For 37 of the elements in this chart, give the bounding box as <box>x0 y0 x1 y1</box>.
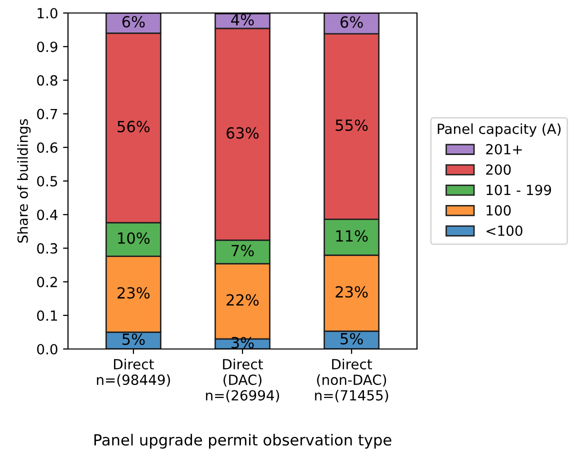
x-axis-title: Panel upgrade permit observation type <box>94 434 392 449</box>
legend-label: 201+ <box>486 144 522 154</box>
data-label: 23% <box>118 287 150 299</box>
data-label: 3% <box>232 336 254 348</box>
y-tick-label: 0.8 <box>37 75 58 86</box>
y-tick-label: 0.7 <box>37 108 58 120</box>
y-tick-label: 0.3 <box>37 243 58 254</box>
y-axis-title: Share of buildings <box>17 119 31 243</box>
legend-label: 200 <box>486 164 511 175</box>
x-tick-label: Direct (DAC) n=(26994) <box>206 358 280 402</box>
x-tick-label: Direct n=(98449) <box>96 358 170 387</box>
legend-label: 101 - 199 <box>486 184 552 196</box>
data-label: 22% <box>226 294 259 306</box>
data-label: 7% <box>232 244 254 256</box>
legend-title: Panel capacity (A) <box>438 123 561 137</box>
data-label: 5% <box>340 332 363 345</box>
data-label: 55% <box>336 119 368 131</box>
data-label: 11% <box>336 230 368 242</box>
data-label: 5% <box>122 333 145 346</box>
data-label: 4% <box>231 14 254 26</box>
y-tick-label: 0.0 <box>37 344 58 354</box>
y-tick-label: 0.2 <box>37 276 57 288</box>
x-tick-label: Direct (non-DAC) n=(71455) <box>315 358 388 402</box>
data-label: 23% <box>336 286 368 298</box>
y-tick-label: 0.1 <box>37 310 57 321</box>
data-label: 56% <box>118 120 150 132</box>
y-tick-label: 0.4 <box>37 210 58 220</box>
legend-label: 100 <box>486 205 511 216</box>
y-tick-label: 1.0 <box>38 8 58 18</box>
data-label: 6% <box>122 16 145 28</box>
data-label: 63% <box>226 127 259 139</box>
y-tick-label: 0.6 <box>37 142 58 153</box>
legend-label: <100 <box>486 225 522 236</box>
data-label: 10% <box>118 232 150 244</box>
y-tick-label: 0.5 <box>37 176 58 186</box>
data-label: 6% <box>340 16 363 28</box>
y-tick-label: 0.9 <box>37 42 58 52</box>
